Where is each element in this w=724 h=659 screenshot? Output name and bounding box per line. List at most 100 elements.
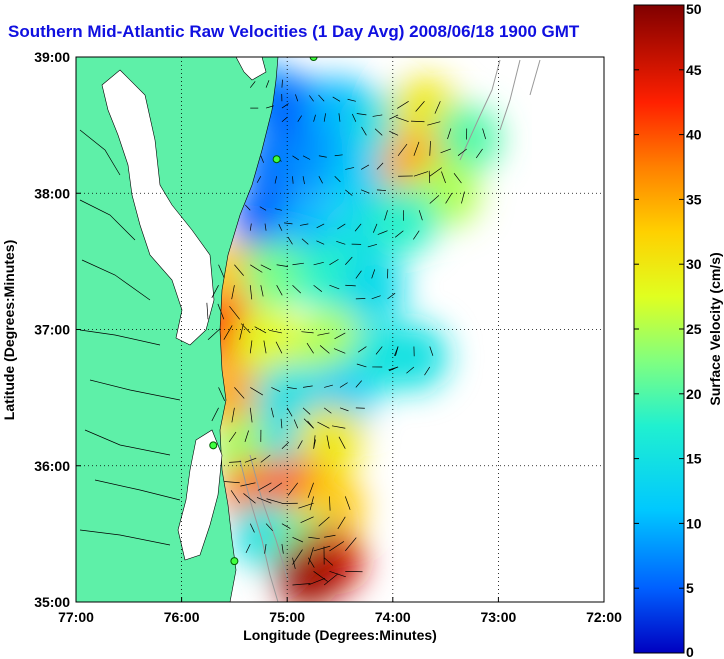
velocity-arrow (373, 223, 378, 233)
velocity-arrow (333, 348, 346, 354)
velocity-arrow (297, 115, 302, 122)
velocity-arrow (292, 284, 302, 294)
velocity-arrow (211, 407, 219, 422)
velocity-arrow (372, 114, 383, 117)
velocity-arrow (265, 80, 270, 88)
y-axis: 35:00 36:00 37:00 38:00 39:00 (34, 49, 81, 610)
velocity-arrow (287, 482, 299, 496)
velocity-arrow (265, 523, 273, 532)
velocity-arrow (339, 407, 349, 412)
velocity-arrow (360, 189, 370, 194)
y-tick-label: 35:00 (34, 594, 70, 610)
velocity-arrow (286, 407, 293, 417)
velocity-arrow (334, 154, 343, 157)
velocity-arrow (244, 430, 249, 443)
velocity-arrow (260, 454, 271, 463)
x-tick-label: 72:00 (586, 609, 622, 625)
velocity-arrow (447, 128, 452, 140)
x-axis: 77:00 76:00 75:00 74:00 73:00 72:00 (58, 597, 622, 625)
velocity-arrow (429, 195, 440, 204)
chart-title: Southern Mid-Atlantic Raw Velocities (1 … (8, 22, 580, 41)
speed-cell (274, 540, 343, 602)
colorbar (633, 4, 685, 654)
river-lines (79, 129, 181, 546)
velocity-arrow (256, 176, 262, 183)
velocity-arrow (287, 236, 293, 245)
colorbar-tick-label: 35 (686, 191, 702, 207)
velocity-arrow (406, 366, 415, 374)
velocity-arrow (324, 384, 333, 388)
velocity-arrow (323, 407, 332, 414)
velocity-arrow (345, 167, 355, 170)
x-axis-label: Longitude (Degrees:Minutes) (243, 627, 437, 643)
velocity-arrow (351, 113, 357, 122)
pamlico-sound (177, 429, 223, 561)
y-tick-label: 37:00 (34, 322, 70, 338)
velocity-arrow (375, 346, 383, 355)
velocity-arrow (271, 407, 274, 418)
velocity-arrow (307, 482, 314, 498)
x-tick-label: 75:00 (269, 609, 305, 625)
velocity-arrow (461, 191, 465, 204)
velocity-arrow (250, 264, 263, 273)
velocity-arrow (475, 148, 483, 159)
velocity-arrow (384, 210, 388, 221)
velocity-arrow (338, 113, 341, 122)
velocity-arrow (249, 285, 253, 300)
velocity-arrow (428, 170, 431, 184)
velocity-arrow (278, 224, 283, 231)
velocity-arrow (264, 223, 267, 231)
velocity-arrow (377, 230, 388, 235)
x-tick-label: 73:00 (480, 609, 516, 625)
velocity-arrow (357, 346, 367, 353)
colorbar-tick-label: 5 (686, 580, 694, 596)
colorbar-tick-label: 15 (686, 451, 702, 467)
colorbar-tick-label: 40 (686, 127, 702, 143)
velocity-arrow (231, 407, 235, 423)
speed-cell (337, 254, 406, 323)
velocity-arrow (313, 114, 316, 122)
velocity-arrow (234, 387, 245, 399)
radar-station-marker (309, 57, 318, 61)
velocity-arrow (309, 95, 314, 102)
radar-station-marker (209, 441, 218, 450)
speed-cell (295, 309, 364, 378)
velocity-arrow (259, 206, 267, 211)
velocity-arrow (323, 557, 334, 566)
velocity-arrow (313, 261, 324, 266)
velocity-arrow (302, 176, 305, 185)
velocity-arrow (229, 306, 240, 320)
velocity-arrow (424, 366, 431, 376)
velocity-arrow (445, 192, 453, 204)
velocity-arrow (231, 285, 235, 300)
velocity-arrow (376, 162, 384, 170)
velocity-arrow (249, 340, 253, 354)
velocity-arrow (323, 113, 326, 122)
velocity-arrow (281, 103, 289, 109)
velocity-arrow (313, 435, 316, 449)
velocity-arrow (280, 418, 283, 429)
velocity-arrow (307, 547, 314, 565)
speed-cell (232, 309, 301, 378)
velocity-arrow (413, 171, 429, 177)
velocity-arrow (324, 534, 336, 538)
velocity-arrow (265, 105, 274, 109)
velocity-arrow (245, 543, 251, 554)
velocity-arrow (356, 363, 367, 368)
velocity-arrow (318, 176, 323, 184)
velocity-arrow (361, 126, 367, 136)
velocity-arrow (418, 210, 423, 221)
velocity-arrow (354, 223, 362, 232)
radar-stations (209, 57, 318, 566)
velocity-arrow (292, 549, 303, 565)
velocity-arrow (395, 116, 409, 123)
velocity-arrow (387, 292, 396, 300)
velocity-arrow (334, 175, 341, 183)
velocity-arrow (218, 387, 225, 401)
x-tick-label: 76:00 (164, 609, 200, 625)
velocity-arrow (271, 387, 281, 392)
velocity-arrow (389, 114, 399, 120)
velocity-arrow (244, 457, 257, 463)
velocity-arrow (297, 440, 303, 449)
velocity-arrow (313, 571, 328, 582)
